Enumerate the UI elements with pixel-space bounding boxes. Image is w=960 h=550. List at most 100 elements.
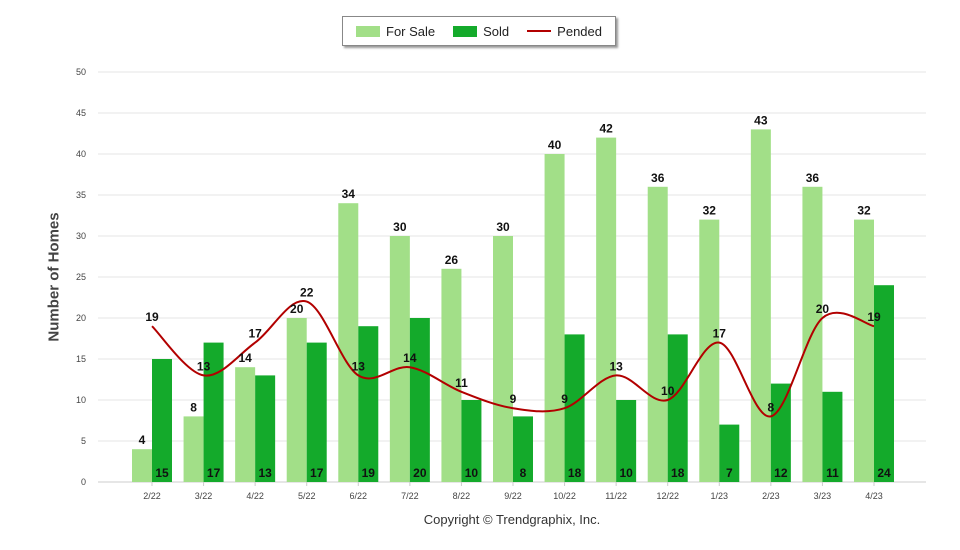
x-tick-label: 10/22	[553, 491, 576, 501]
data-label-pended: 19	[867, 310, 881, 324]
legend-label-for-sale: For Sale	[386, 23, 436, 39]
data-label-sold: 19	[362, 466, 376, 480]
bar-sold	[255, 375, 276, 482]
data-label-pended: 8	[768, 400, 775, 414]
x-tick-label: 5/22	[298, 491, 316, 501]
copyright: Copyright © Trendgraphix, Inc.	[423, 512, 601, 527]
bar-for-sale	[132, 449, 152, 482]
bar-sold	[409, 318, 430, 482]
x-tick-label: 3/23	[814, 491, 832, 501]
data-label-sold: 20	[413, 466, 427, 480]
data-label-pended: 9	[561, 392, 568, 406]
y-tick-label: 50	[76, 67, 86, 77]
data-label-pended: 9	[510, 392, 517, 406]
bar-for-sale	[441, 268, 462, 482]
data-label-for-sale: 36	[651, 171, 665, 185]
bar-sold	[203, 342, 224, 482]
bar-for-sale	[854, 219, 874, 482]
bar-sold	[616, 400, 637, 482]
data-label-sold: 17	[207, 466, 221, 480]
data-label-for-sale: 20	[290, 302, 304, 316]
data-label-for-sale: 43	[754, 113, 768, 127]
legend: For Sale Sold Pended	[342, 16, 616, 46]
y-tick-label: 0	[81, 477, 86, 487]
data-label-pended: 13	[609, 359, 623, 373]
legend-swatch-sold	[453, 25, 478, 37]
data-label-pended: 17	[713, 327, 727, 341]
data-label-pended: 19	[145, 310, 159, 324]
bar-sold	[461, 400, 482, 482]
bar-for-sale	[493, 236, 513, 482]
data-label-sold: 18	[568, 466, 582, 480]
data-label-sold: 15	[155, 466, 169, 480]
bar-for-sale	[750, 129, 771, 482]
data-label-for-sale: 32	[857, 204, 871, 218]
line-pended	[151, 300, 875, 418]
bar-for-sale	[235, 367, 256, 482]
data-label-for-sale: 14	[238, 351, 252, 365]
data-label-pended: 11	[455, 376, 468, 390]
bar-for-sale	[699, 219, 720, 482]
x-tick-label: 2/22	[143, 491, 161, 501]
bar-for-sale	[647, 186, 668, 483]
data-label-sold: 17	[310, 466, 324, 480]
y-tick-label: 15	[76, 354, 86, 364]
legend-item-for-sale: For Sale	[356, 24, 435, 39]
bar-sold	[719, 424, 740, 482]
y-tick-label: 5	[81, 436, 86, 446]
legend-label-pended: Pended	[557, 23, 602, 39]
data-label-sold: 11	[826, 466, 839, 480]
bar-for-sale	[389, 236, 410, 482]
data-label-for-sale: 36	[806, 171, 820, 185]
data-label-for-sale: 4	[139, 433, 146, 447]
data-label-pended: 10	[661, 384, 675, 398]
y-tick-label: 20	[76, 313, 86, 323]
data-label-sold: 10	[465, 466, 479, 480]
x-tick-label: 3/22	[195, 491, 213, 501]
data-label-pended: 22	[300, 286, 314, 300]
legend-item-pended: Pended	[527, 24, 602, 39]
data-label-for-sale: 34	[342, 187, 356, 201]
data-label-for-sale: 26	[445, 253, 459, 267]
bar-for-sale	[338, 203, 359, 482]
x-tick-label: 4/23	[865, 491, 883, 501]
data-label-for-sale: 30	[393, 220, 407, 234]
data-label-pended: 17	[248, 327, 262, 341]
bar-for-sale	[544, 154, 565, 482]
data-label-sold: 12	[774, 466, 788, 480]
bar-sold	[770, 383, 791, 482]
x-tick-label: 2/23	[762, 491, 780, 501]
data-label-for-sale: 32	[703, 204, 717, 218]
bar-sold	[152, 359, 172, 482]
data-label-sold: 18	[671, 466, 685, 480]
x-tick-label: 11/22	[605, 491, 627, 501]
bar-sold	[667, 334, 688, 482]
x-tick-label: 7/22	[401, 491, 419, 501]
bar-sold	[513, 416, 533, 482]
x-tick-label: 9/22	[504, 491, 522, 501]
legend-label-sold: Sold	[483, 23, 510, 39]
x-tick-label: 4/22	[246, 491, 264, 501]
x-tick-label: 12/22	[656, 491, 679, 501]
data-label-sold: 7	[726, 466, 733, 480]
data-label-pended: 20	[816, 302, 830, 316]
data-label-for-sale: 40	[548, 138, 562, 152]
data-label-sold: 8	[520, 466, 527, 480]
y-axis-title: Number of Homes	[45, 212, 63, 342]
y-tick-label: 10	[76, 395, 86, 405]
data-label-pended: 13	[352, 359, 366, 373]
data-label-for-sale: 42	[599, 122, 613, 136]
legend-item-sold: Sold	[453, 24, 509, 39]
bar-sold	[358, 326, 379, 482]
y-tick-label: 25	[76, 272, 86, 282]
bar-for-sale	[286, 318, 307, 482]
bar-sold	[822, 391, 843, 482]
y-tick-label: 40	[76, 149, 86, 159]
y-tick-label: 45	[76, 108, 86, 118]
x-tick-label: 6/22	[350, 491, 368, 501]
x-tick-label: 8/22	[453, 491, 471, 501]
legend-swatch-pended	[527, 30, 552, 32]
bar-sold	[874, 285, 894, 482]
y-tick-label: 35	[76, 190, 86, 200]
data-label-sold: 13	[258, 466, 272, 480]
